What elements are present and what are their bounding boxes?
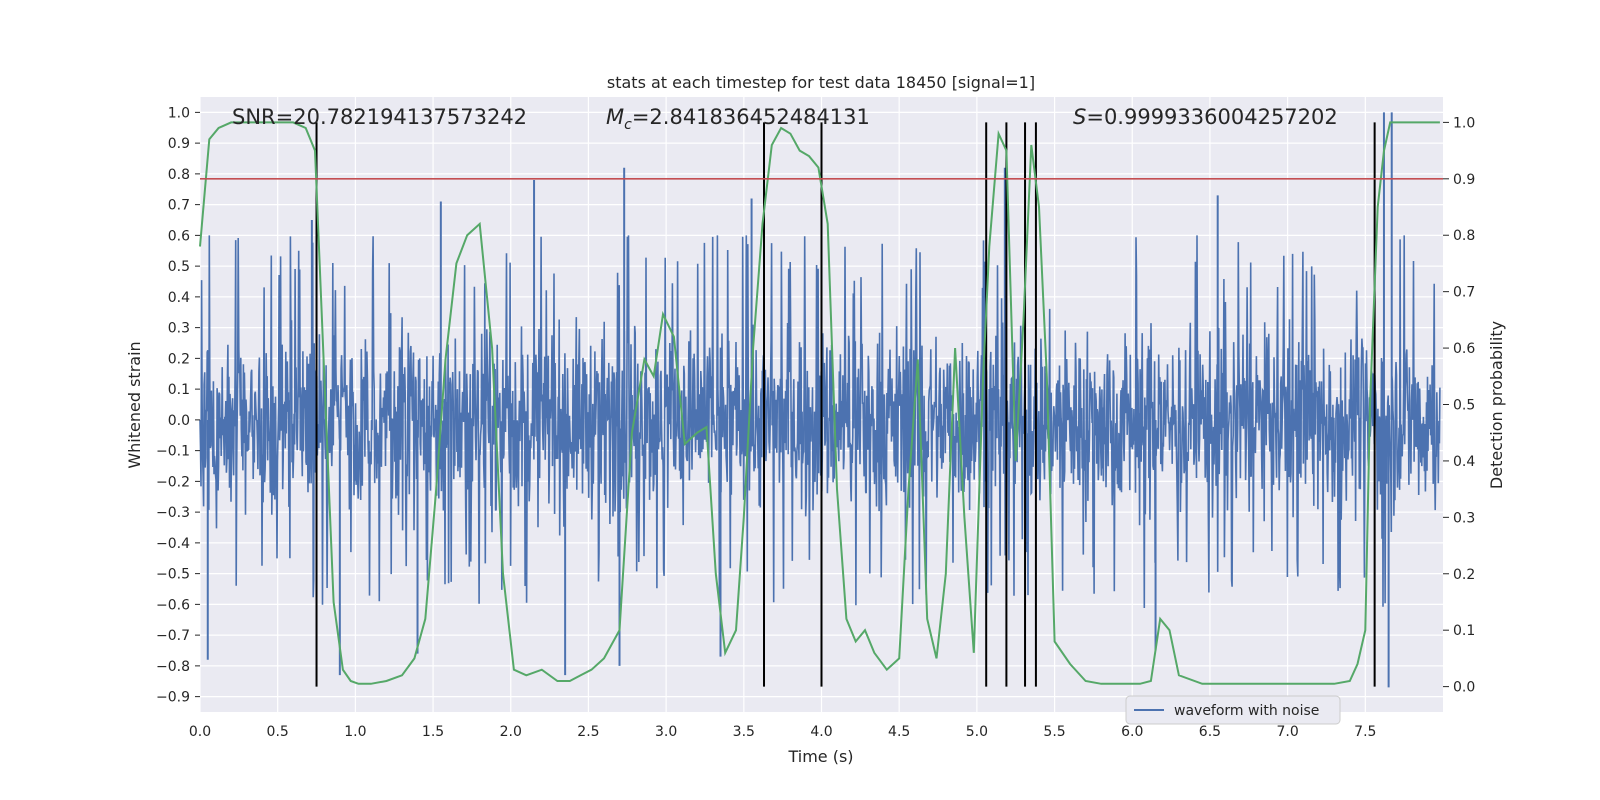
chirp-mass-value: =2.841836452484131 [632,105,870,129]
y2-tick-label: 0.3 [1453,510,1475,526]
y-tick-label: 0.7 [168,198,190,214]
y-tick-label: 0.1 [168,382,190,398]
legend-box [1125,695,1341,725]
significance-value: =0.9999336004257202 [1086,105,1337,129]
y-tick-label: 0.5 [168,259,190,275]
x-tick-label: 4.0 [810,724,832,740]
x-tick-label: 7.5 [1354,724,1376,740]
y2-tick-label: 0.0 [1453,680,1475,696]
legend: waveform with noise [1125,695,1341,725]
y2-tick-label: 0.6 [1453,341,1475,357]
y2-tick-label: 0.7 [1453,285,1475,301]
y2-axis-label: Detection probability [1487,321,1506,489]
x-tick-label: 3.0 [655,724,677,740]
y-tick-label: −0.5 [156,567,190,583]
chart-title: stats at each timestep for test data 184… [607,73,1035,92]
x-tick-label: 3.5 [733,724,755,740]
y2-tick-label: 0.9 [1453,172,1475,188]
y2-tick-label: 0.4 [1453,454,1475,470]
waveform-series [199,112,1441,688]
y-tick-label: 0.0 [168,413,190,429]
y-tick-label: −0.6 [156,597,190,613]
x-tick-label: 2.5 [577,724,599,740]
x-tick-label: 6.5 [1199,724,1221,740]
y-axis-ticks: 1.0 0.9 0.8 0.7 0.6 0.5 0.4 0.3 0.2 0.1 0.0 −0.1 −0.… [156,105,200,706]
y2-axis-ticks: 1.0 0.9 0.8 0.7 0.6 0.5 0.4 0.3 0.2 0.1 0.0 [1443,115,1475,696]
y-tick-label: −0.9 [156,690,190,706]
y2-tick-label: 0.5 [1453,398,1475,414]
significance-annotation: S=0.9999336004257202 [1073,105,1338,129]
y-tick-label: 0.6 [168,228,190,244]
y-tick-label: 0.8 [168,167,190,183]
legend-label: waveform with noise [1174,703,1319,719]
probability-series [199,121,1440,685]
y-axis-label: Whitened strain [125,341,144,468]
y2-tick-label: 1.0 [1453,115,1475,131]
x-tick-label: 7.0 [1276,724,1298,740]
y-tick-label: −0.4 [156,536,190,552]
x-axis-label: Time (s) [787,747,853,766]
x-tick-label: 1.5 [422,724,444,740]
y-tick-label: −0.8 [156,659,190,675]
y-tick-label: 0.3 [168,321,190,337]
y-tick-label: 0.9 [168,136,190,152]
significance-symbol: S [1073,105,1086,129]
chirp-mass-subscript: c [624,117,632,133]
y-tick-label: 0.2 [168,351,190,367]
y-tick-label: −0.2 [156,474,190,490]
y2-tick-label: 0.1 [1453,623,1475,639]
x-tick-label: 4.5 [888,724,910,740]
y-tick-label: 1.0 [168,105,190,121]
y-tick-label: −0.1 [156,444,190,460]
x-tick-label: 6.0 [1121,724,1143,740]
y-tick-label: 0.4 [168,290,190,306]
probability-line [199,121,1440,685]
y2-tick-label: 0.2 [1453,567,1475,583]
y2-tick-label: 0.8 [1453,228,1475,244]
waveform-line [199,235,1441,609]
y-tick-label: −0.7 [156,628,190,644]
y-tick-label: −0.3 [156,505,190,521]
x-tick-label: 1.0 [344,724,366,740]
x-axis-ticks: 0.0 0.5 1.0 1.5 2.0 2.5 3.0 3.5 4.0 4.5 5.0 5.5 6.0 6… [189,724,1377,740]
chirp-mass-annotation: Mc=2.841836452484131 [606,105,870,133]
x-tick-label: 2.0 [500,724,522,740]
x-tick-label: 5.0 [966,724,988,740]
chirp-mass-symbol: M [606,105,624,129]
snr-annotation: SNR=20.782194137573242 [232,105,527,129]
x-tick-label: 0.0 [189,724,211,740]
x-tick-label: 0.5 [267,724,289,740]
x-tick-label: 5.5 [1043,724,1065,740]
